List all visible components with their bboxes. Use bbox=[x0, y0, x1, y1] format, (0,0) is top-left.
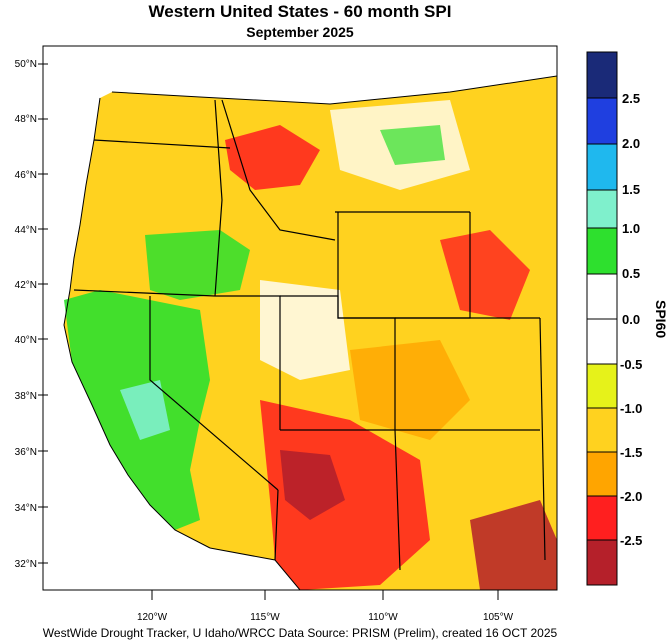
border-id-west bbox=[214, 99, 223, 297]
colorbar-swatch-neg2.5 bbox=[587, 540, 617, 585]
lon-label-105: 105°W bbox=[483, 612, 514, 623]
border-az-nm bbox=[394, 429, 401, 571]
colorbar: 2.5 2.0 1.5 1.0 0.5 0.0 -0.5 -1.0 -1.5 -… bbox=[586, 51, 669, 586]
border-nm-east bbox=[539, 317, 546, 561]
mexico-border bbox=[209, 547, 301, 590]
colorbar-label-2.0: 2.0 bbox=[622, 136, 640, 151]
border-ut-az bbox=[280, 295, 396, 431]
colorbar-label-0.0: 0.0 bbox=[622, 312, 640, 327]
border-or-ca bbox=[73, 289, 216, 297]
border-id-mt bbox=[221, 99, 336, 241]
lat-label-44: 44°N bbox=[15, 225, 37, 236]
border-ca-az bbox=[274, 489, 279, 561]
colorbar-label-neg1.5: -1.5 bbox=[620, 445, 642, 460]
colorbar-swatch-2.0 bbox=[587, 98, 617, 144]
colorbar-label-neg0.5: -0.5 bbox=[620, 357, 642, 372]
colorbar-title: SPI60 bbox=[653, 300, 669, 338]
map-area bbox=[43, 46, 557, 590]
lon-label-120: 120°W bbox=[137, 612, 168, 623]
colorbar-label-neg2.5: -2.5 bbox=[620, 533, 642, 548]
near-normal-green-north bbox=[380, 125, 445, 165]
lat-label-50: 50°N bbox=[15, 59, 37, 70]
lat-label-48: 48°N bbox=[15, 114, 37, 125]
colorbar-swatch-neg1.5 bbox=[587, 452, 617, 496]
dry-region-wyoming bbox=[440, 230, 530, 320]
border-ca-nv bbox=[149, 296, 279, 491]
near-normal-region bbox=[260, 280, 350, 380]
map-footer: WestWide Drought Tracker, U Idaho/WRCC D… bbox=[42, 626, 558, 640]
colorbar-swatch-neg2.0 bbox=[587, 496, 617, 540]
lon-label-115: 115°W bbox=[250, 612, 280, 623]
coastline bbox=[63, 97, 211, 549]
canada-border bbox=[111, 75, 557, 105]
map-subtitle: September 2025 bbox=[246, 24, 354, 40]
severe-region-nm bbox=[470, 500, 557, 590]
dry-region-idaho-montana bbox=[225, 125, 320, 190]
colorbar-swatch-neg1.0 bbox=[587, 408, 617, 452]
wet-region-teal bbox=[120, 380, 170, 440]
dry-region-orange bbox=[350, 340, 470, 440]
colorbar-swatch-1.0 bbox=[587, 190, 617, 228]
colorbar-swatch-1.5 bbox=[587, 144, 617, 190]
border-wa-or bbox=[93, 139, 231, 149]
colorbar-label-neg2.0: -2.0 bbox=[620, 489, 642, 504]
map-frame bbox=[42, 45, 558, 591]
border-id-nv bbox=[215, 295, 281, 430]
lat-label-42: 42°N bbox=[15, 280, 37, 291]
lon-label-110: 110°W bbox=[368, 612, 398, 623]
map-title: Western United States - 60 month SPI bbox=[148, 2, 452, 21]
state-borders bbox=[73, 99, 546, 571]
colorbar-swatch-neg0.5 bbox=[587, 364, 617, 408]
severe-region-arizona bbox=[280, 450, 345, 520]
latitude-axis: 50°N 48°N 46°N 44°N 42°N 40°N 38°N 36°N … bbox=[15, 59, 48, 570]
lat-label-34: 34°N bbox=[15, 503, 37, 514]
colorbar-label-neg1.0: -1.0 bbox=[620, 401, 642, 416]
lat-label-40: 40°N bbox=[15, 335, 37, 346]
lat-label-32: 32°N bbox=[15, 559, 37, 570]
colorbar-label-2.5: 2.5 bbox=[622, 91, 640, 106]
lat-label-36: 36°N bbox=[15, 447, 37, 458]
lat-label-46: 46°N bbox=[15, 170, 37, 181]
colorbar-swatch-2.5-up bbox=[587, 52, 617, 98]
wet-region-oregon bbox=[145, 230, 250, 300]
colorbar-label-1.0: 1.0 bbox=[622, 221, 640, 236]
colorbar-label-1.5: 1.5 bbox=[622, 182, 640, 197]
colorbar-swatch-0.5 bbox=[587, 228, 617, 274]
dry-region-southwest bbox=[260, 400, 430, 590]
lat-label-38: 38°N bbox=[15, 391, 37, 402]
longitude-axis: 120°W 115°W 110°W 105°W bbox=[137, 590, 514, 623]
colorbar-label-0.5: 0.5 bbox=[622, 266, 640, 281]
